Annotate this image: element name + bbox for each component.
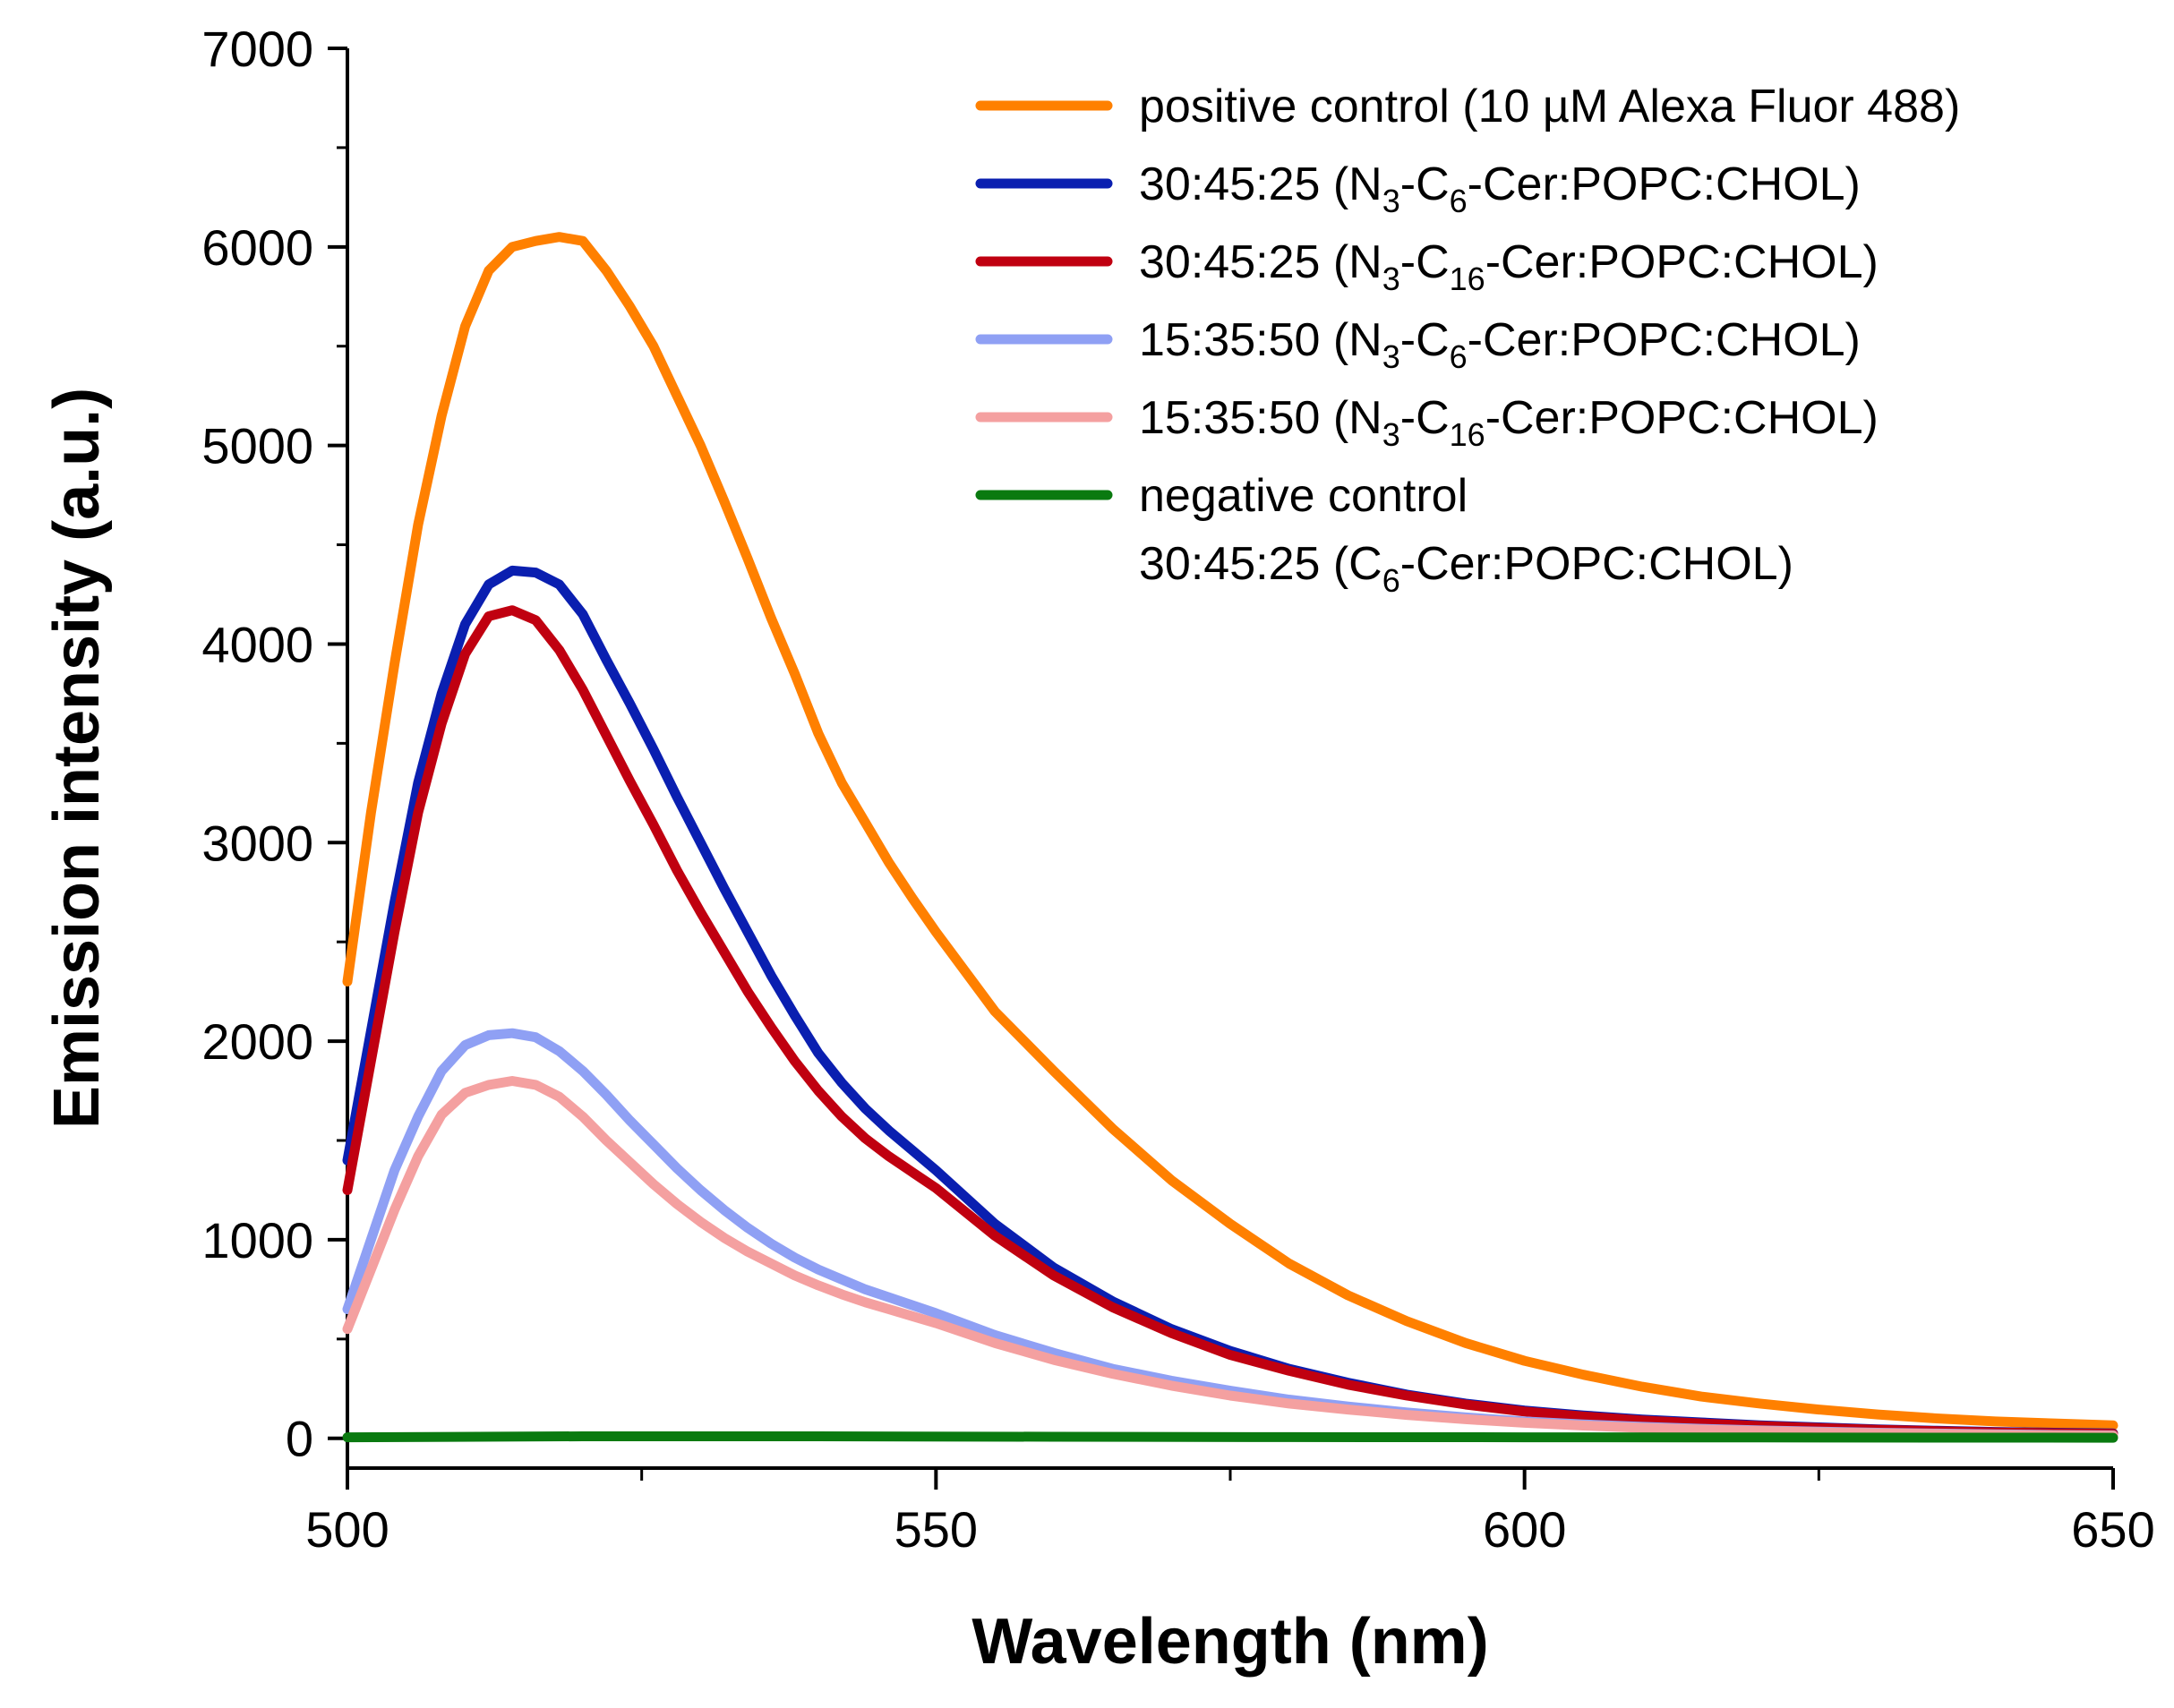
legend-label-6-line2: 30:45:25 (C6-Cer:POPC:CHOL) — [1139, 538, 1793, 599]
legend-text-part: 30:45:25 (N — [1139, 158, 1382, 210]
series-line-1 — [342, 232, 2118, 1430]
y-tick-label: 6000 — [201, 219, 313, 276]
legend-text-part: negative control — [1139, 470, 1468, 522]
x-tick-label: 500 — [305, 1501, 389, 1558]
y-tick-label: 5000 — [201, 418, 313, 474]
legend: positive control (10 µM Alexa Fluor 488)… — [975, 81, 1960, 599]
legend-subscript: 6 — [1450, 183, 1468, 219]
legend-label-2: 30:45:25 (N3-C6-Cer:POPC:CHOL) — [1139, 158, 1861, 219]
legend-text-part: 30:45:25 (N — [1139, 236, 1382, 288]
legend-subscript: 6 — [1450, 338, 1468, 375]
y-tick-label: 0 — [286, 1411, 313, 1467]
legend-label-4: 15:35:50 (N3-C6-Cer:POPC:CHOL) — [1139, 314, 1861, 375]
legend-label-1: positive control (10 µM Alexa Fluor 488) — [1139, 81, 1960, 132]
series-line-6 — [342, 1431, 2118, 1443]
legend-label-6: negative control — [1139, 470, 1468, 522]
legend-text-part: -C — [1400, 236, 1450, 288]
axis-labels: Wavelength (nm) Emission intensity (a.u.) — [41, 388, 1489, 1678]
legend-label-3: 30:45:25 (N3-C16-Cer:POPC:CHOL) — [1139, 236, 1879, 297]
legend-subscript: 3 — [1382, 338, 1400, 375]
legend-text-part: -C — [1400, 314, 1450, 366]
y-tick-label: 3000 — [201, 815, 313, 871]
y-axis-title: Emission intensity (a.u.) — [41, 388, 113, 1129]
series-line-2 — [342, 565, 2118, 1439]
x-tick-label: 600 — [1483, 1501, 1566, 1558]
legend-text-part: -Cer:POPC:CHOL) — [1485, 392, 1879, 444]
axes-layer: 0 1000 2000 3000 4000 5000 6000 7000 500 550 600 65… — [201, 21, 2154, 1558]
y-tick-label: 1000 — [201, 1212, 313, 1268]
legend-subscript: 6 — [1382, 562, 1400, 599]
legend-subscript: 16 — [1450, 260, 1485, 297]
series-line-4 — [342, 1028, 2118, 1440]
legend-text-part: 15:35:50 (N — [1139, 314, 1382, 366]
y-tick-label: 4000 — [201, 616, 313, 672]
legend-text-part: 30:45:25 (C — [1139, 538, 1382, 590]
legend-text-part: 15:35:50 (N — [1139, 392, 1382, 444]
series-line-3 — [342, 605, 2118, 1439]
y-tick-label: 7000 — [201, 21, 313, 77]
legend-text-part: positive control (10 µM Alexa Fluor 488) — [1139, 81, 1960, 132]
legend-text-part: -C — [1400, 392, 1450, 444]
legend-label-5: 15:35:50 (N3-C16-Cer:POPC:CHOL) — [1139, 392, 1879, 453]
x-axis-title: Wavelength (nm) — [971, 1606, 1488, 1678]
legend-text-part: -C — [1400, 158, 1450, 210]
legend-subscript: 3 — [1382, 416, 1400, 453]
legend-text-part: -Cer:POPC:CHOL) — [1468, 314, 1861, 366]
legend-subscript: 3 — [1382, 260, 1400, 297]
legend-text-part: -Cer:POPC:CHOL) — [1400, 538, 1793, 590]
series-layer — [342, 232, 2118, 1443]
x-tick-label: 650 — [2071, 1501, 2154, 1558]
y-tick-label: 2000 — [201, 1013, 313, 1070]
x-tick-label: 550 — [894, 1501, 978, 1558]
series-line-5 — [342, 1076, 2118, 1441]
legend-text-part: -Cer:POPC:CHOL) — [1485, 236, 1879, 288]
legend-text-part: -Cer:POPC:CHOL) — [1468, 158, 1861, 210]
legend-subscript: 16 — [1450, 416, 1485, 453]
legend-subscript: 3 — [1382, 183, 1400, 219]
